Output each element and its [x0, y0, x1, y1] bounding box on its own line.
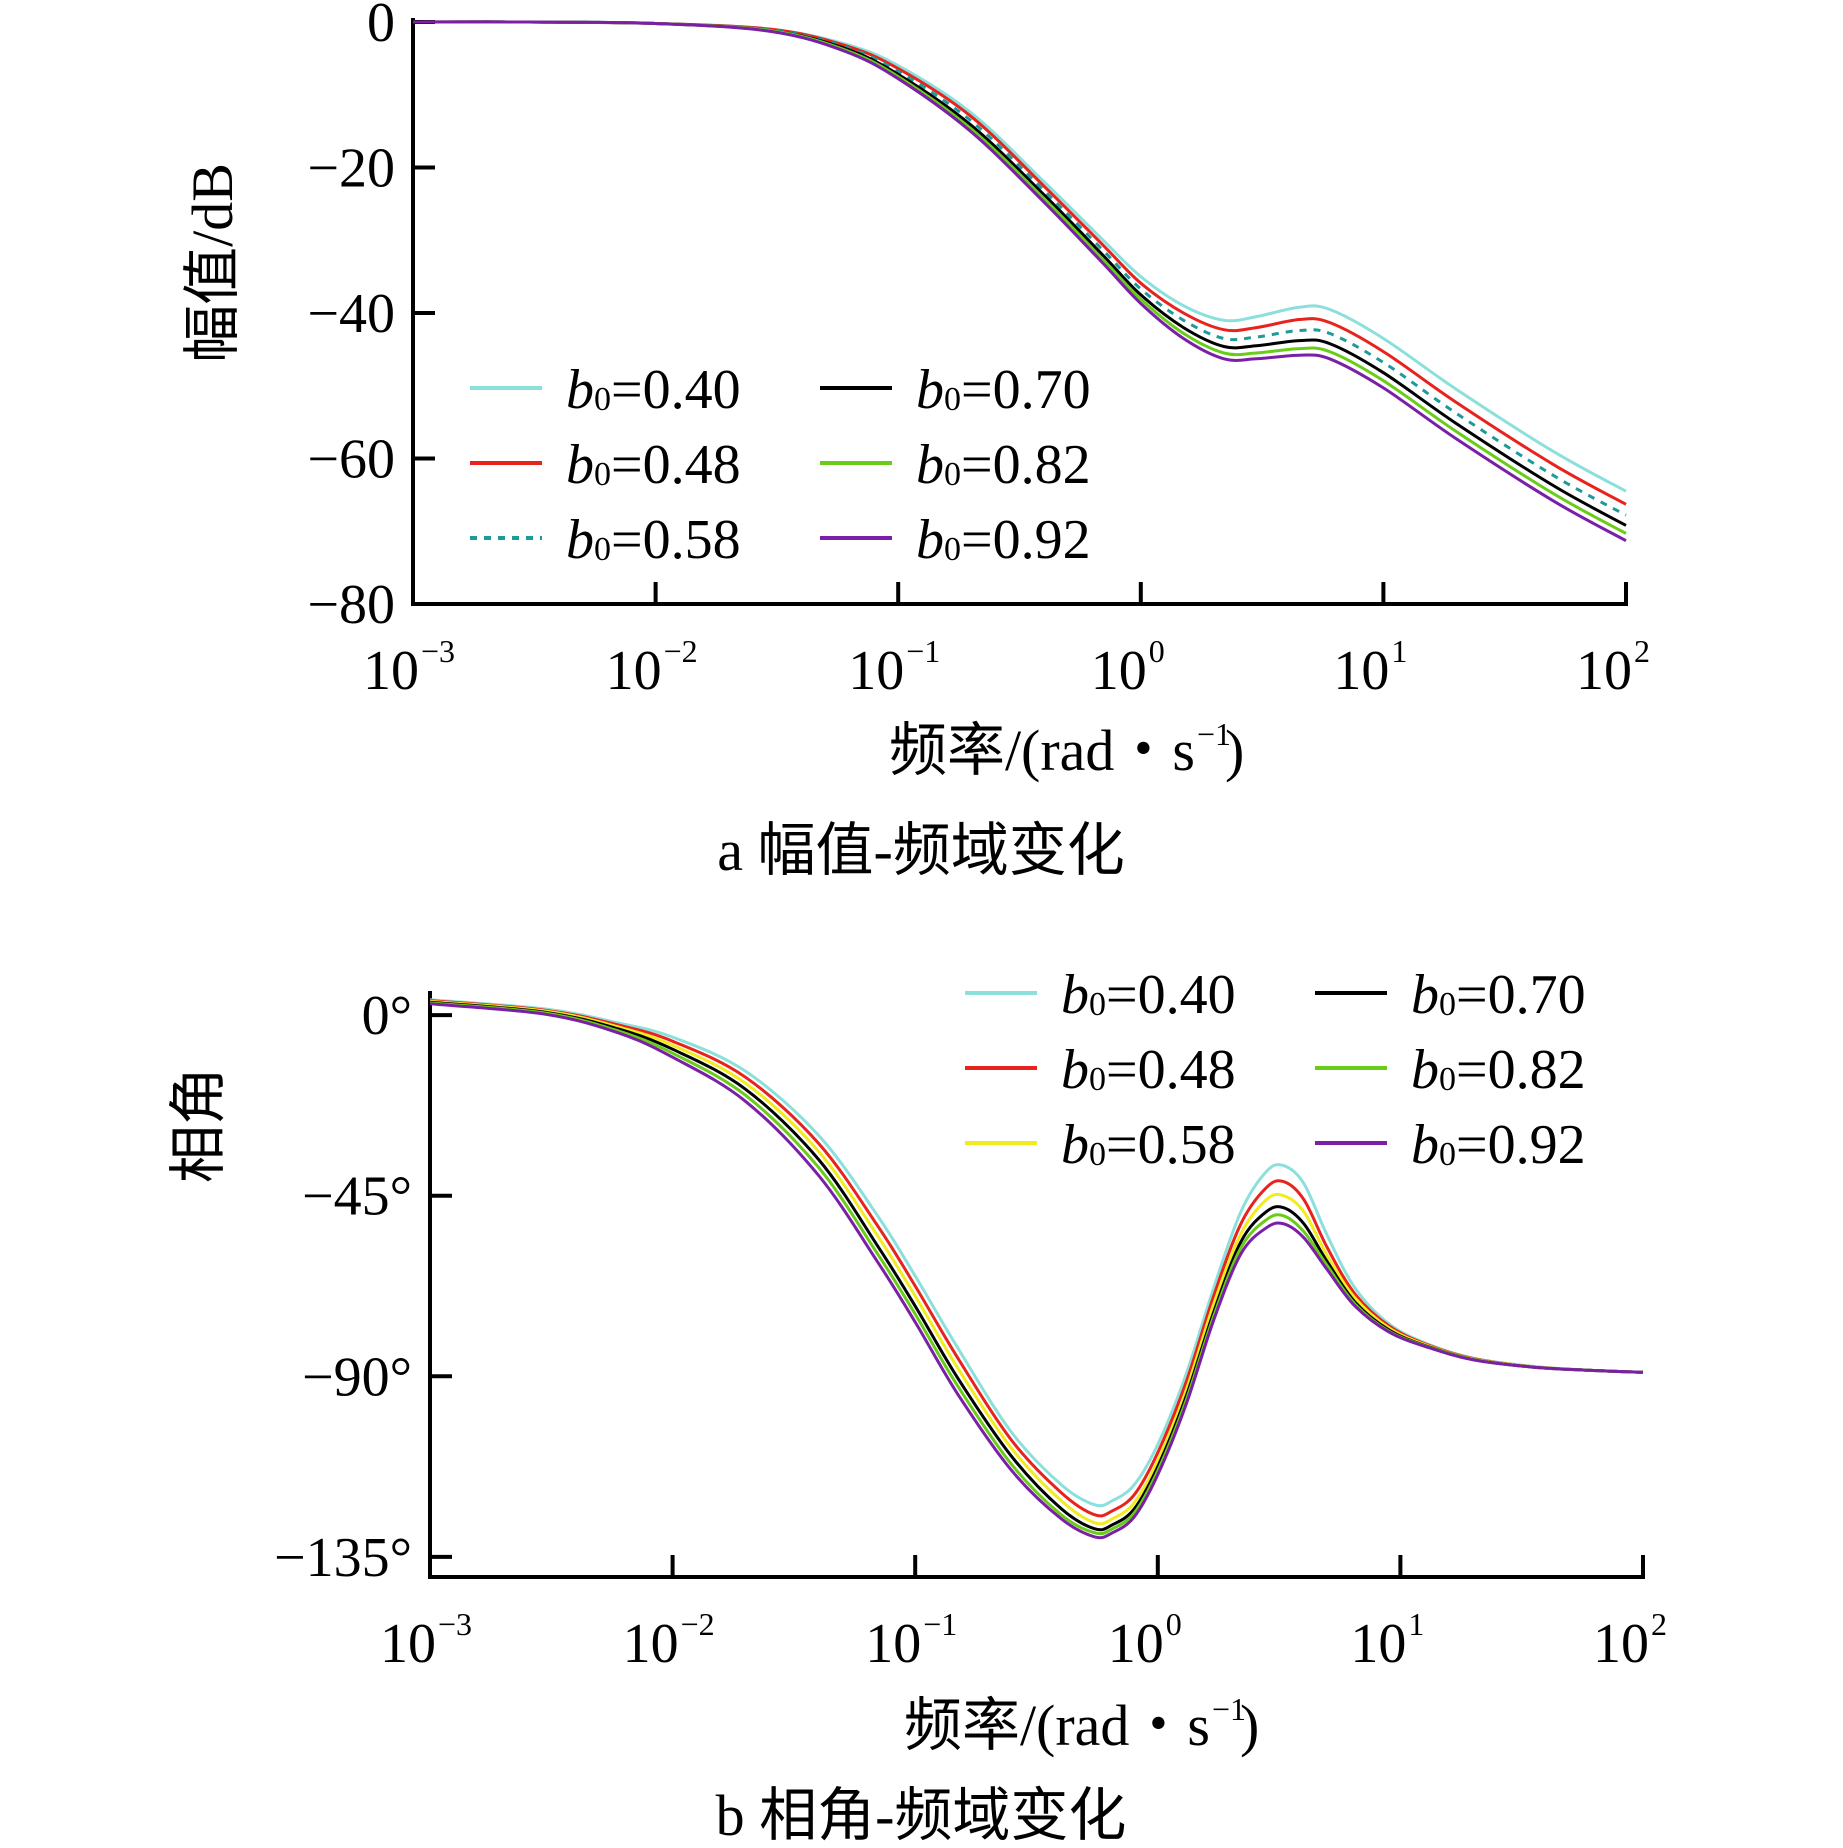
x-tick-label: 10 −1 — [865, 1606, 957, 1675]
amplitude-x-axis-title: 频率/(rad・s — [889, 718, 1195, 783]
legend-label: b0=0.40 — [566, 359, 741, 421]
x-tick-label-base: 10 — [1593, 1613, 1649, 1675]
legend-label: b0=0.58 — [1061, 1114, 1236, 1176]
y-tick-label: 0 — [367, 0, 395, 54]
legend-item: b0=0.92 — [820, 509, 1091, 571]
legend-item: b0=0.82 — [1315, 1039, 1586, 1101]
legend-item: b0=0.92 — [1315, 1114, 1586, 1176]
x-tick-label: 10 0 — [1108, 1606, 1182, 1675]
amplitude-legend: b0=0.40 b0=0.48 b0=0.58 b0=0.70 b0=0.82 b0=0.… — [470, 359, 1091, 571]
legend-item: b0=0.48 — [470, 434, 741, 496]
x-tick-label-exp: −1 — [923, 1606, 957, 1642]
series-line-b0-0-40 — [430, 998, 1644, 1508]
x-tick-label-base: 10 — [1350, 1613, 1406, 1675]
legend-item: b0=0.40 — [470, 359, 741, 421]
amplitude-y-axis-title: 幅值/dB — [180, 163, 245, 363]
x-tick-label: 10 −1 — [848, 633, 940, 702]
x-tick-label-base: 10 — [363, 640, 419, 702]
x-tick-label: 10 1 — [1333, 633, 1407, 702]
phase-series — [430, 998, 1644, 1540]
x-tick-label-exp: 0 — [1166, 1606, 1182, 1642]
x-tick-label: 10 −3 — [380, 1606, 472, 1675]
amplitude-caption: a 幅值-频域变化 — [717, 818, 1125, 883]
legend-label: b0=0.92 — [916, 509, 1091, 571]
legend-label: b0=0.58 — [566, 509, 741, 571]
x-tick-label-base: 10 — [1333, 640, 1389, 702]
series-line-b0-0-92 — [430, 1002, 1644, 1540]
x-tick-label-exp: 1 — [1408, 1606, 1424, 1642]
legend-item: b0=0.70 — [1315, 964, 1586, 1026]
amplitude-series — [413, 20, 1627, 543]
x-tick-label: 10 2 — [1576, 633, 1650, 702]
legend-item: b0=0.58 — [965, 1114, 1236, 1176]
phase-x-axis-title-sup: −1 — [1212, 1691, 1246, 1727]
phase-y-axis-title: 相角 — [166, 1067, 231, 1183]
series-line-b0-0-58 — [430, 999, 1644, 1526]
y-tick-label: 0° — [362, 985, 412, 1047]
x-tick-label: 10 2 — [1593, 1606, 1667, 1675]
legend-item: b0=0.70 — [820, 359, 1091, 421]
x-tick-label: 10 0 — [1091, 633, 1165, 702]
y-tick-label: −135° — [274, 1527, 412, 1589]
x-tick-label-exp: 0 — [1149, 633, 1165, 669]
x-tick-label-exp: −3 — [438, 1606, 472, 1642]
x-tick-label-exp: −2 — [664, 633, 698, 669]
x-tick-label-base: 10 — [865, 1613, 921, 1675]
legend-item: b0=0.82 — [820, 434, 1091, 496]
x-tick-label-base: 10 — [380, 1613, 436, 1675]
amplitude-x-axis-title-close: ) — [1225, 718, 1244, 783]
phase-legend: b0=0.40 b0=0.48 b0=0.58 b0=0.70 b0=0.82 b0=0.… — [965, 964, 1586, 1176]
x-tick-label-exp: −3 — [421, 633, 455, 669]
x-tick-label-exp: −2 — [681, 1606, 715, 1642]
legend-label: b0=0.70 — [1411, 964, 1586, 1026]
legend-label: b0=0.48 — [1061, 1039, 1236, 1101]
legend-label: b0=0.70 — [916, 359, 1091, 421]
legend-label: b0=0.48 — [566, 434, 741, 496]
y-tick-label: −90° — [302, 1346, 412, 1408]
legend-label: b0=0.92 — [1411, 1114, 1586, 1176]
amplitude-x-axis-title-sup: −1 — [1197, 716, 1231, 752]
x-tick-label-base: 10 — [623, 1613, 679, 1675]
x-tick-label: 10 1 — [1350, 1606, 1424, 1675]
series-line-b0-0-92 — [413, 20, 1627, 543]
phase-x-axis-title-close: ) — [1240, 1693, 1259, 1758]
x-tick-label: 10 −2 — [606, 633, 698, 702]
x-tick-label: 10 −2 — [623, 1606, 715, 1675]
x-tick-label-base: 10 — [848, 640, 904, 702]
x-tick-label-exp: 1 — [1391, 633, 1407, 669]
x-tick-label-exp: 2 — [1651, 1606, 1667, 1642]
y-tick-label: −45° — [302, 1166, 412, 1228]
phase-axes: 0°−45°−90°−135°10 −3 10 −2 10 −1 10 0 10 1 10 2 — [274, 985, 1667, 1675]
series-line-b0-0-48 — [430, 999, 1644, 1518]
legend-item: b0=0.58 — [470, 509, 741, 571]
x-tick-label-exp: −1 — [906, 633, 940, 669]
x-tick-label-base: 10 — [1108, 1613, 1164, 1675]
y-tick-label: −40 — [307, 283, 395, 345]
y-tick-label: −60 — [307, 429, 395, 491]
x-tick-label-base: 10 — [1091, 640, 1147, 702]
y-tick-label: −20 — [307, 138, 395, 200]
x-tick-label: 10 −3 — [363, 633, 455, 702]
x-tick-label-exp: 2 — [1634, 633, 1650, 669]
legend-label: b0=0.82 — [916, 434, 1091, 496]
phase-chart: 0°−45°−90°−135°10 −3 10 −2 10 −1 10 0 10 1 10 2 b0=… — [166, 964, 1667, 1848]
legend-label: b0=0.40 — [1061, 964, 1236, 1026]
x-tick-label-base: 10 — [606, 640, 662, 702]
legend-item: b0=0.48 — [965, 1039, 1236, 1101]
legend-item: b0=0.40 — [965, 964, 1236, 1026]
legend-label: b0=0.82 — [1411, 1039, 1586, 1101]
phase-x-axis-title: 频率/(rad・s — [904, 1693, 1210, 1758]
y-tick-label: −80 — [307, 574, 395, 636]
x-tick-label-base: 10 — [1576, 640, 1632, 702]
phase-caption: b 相角-频域变化 — [716, 1783, 1127, 1848]
